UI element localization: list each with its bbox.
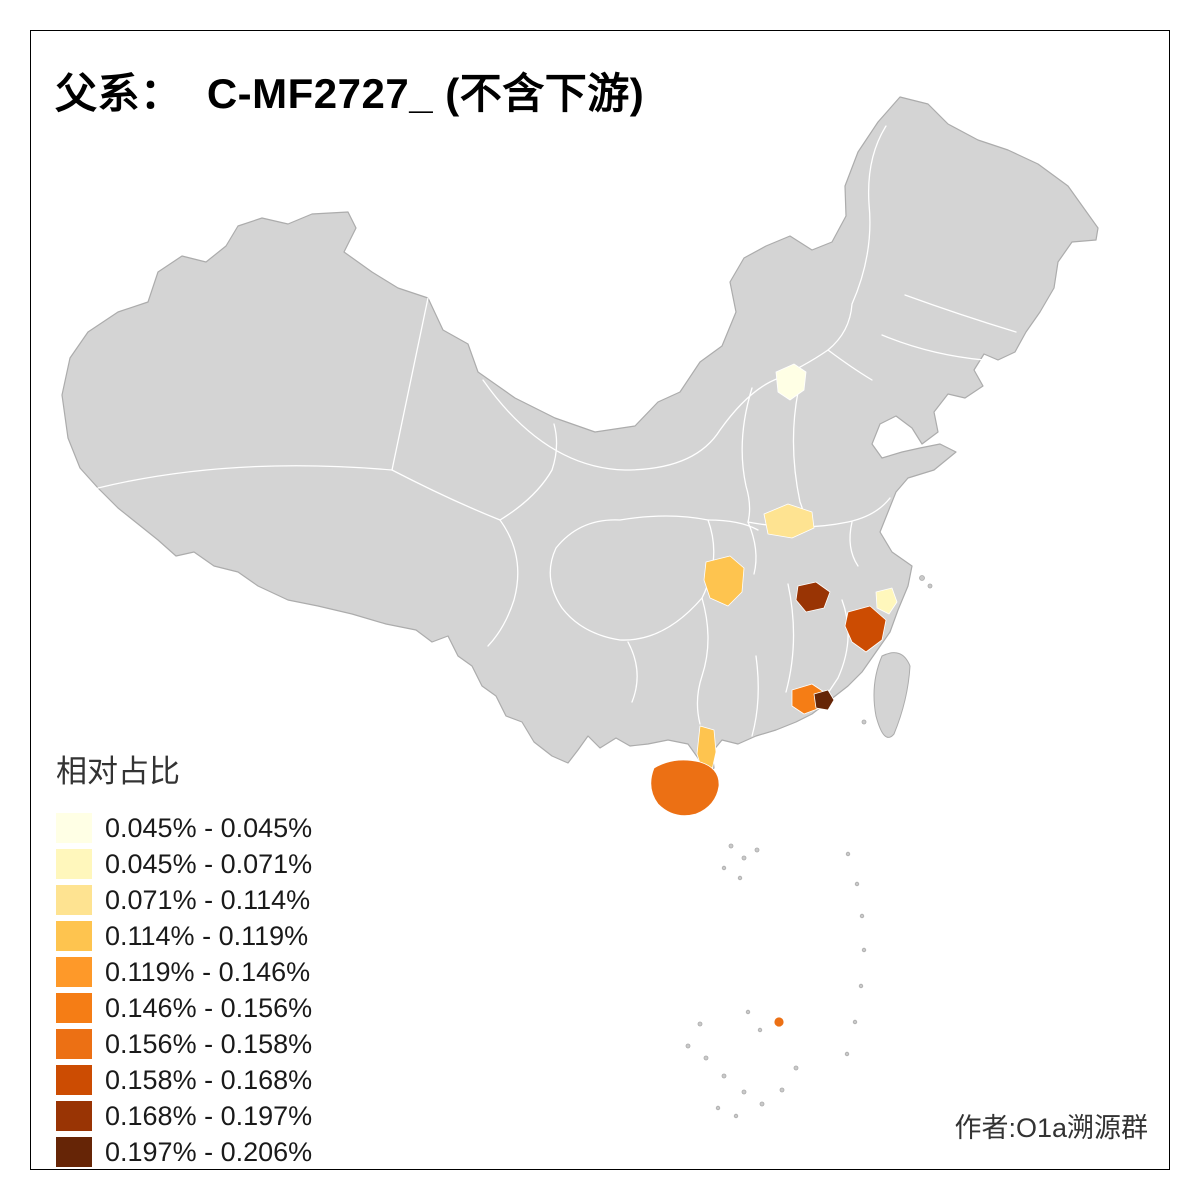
province-borders [97, 125, 1017, 737]
legend-label: 0.146% - 0.156% [105, 992, 313, 1023]
highlight-region-6 [844, 605, 887, 653]
legend-item: 0.119% - 0.146% [56, 957, 312, 987]
highlight-region-10 [650, 759, 720, 817]
highlight-regions [650, 363, 898, 1028]
highlight-region-1 [775, 363, 807, 401]
legend-label: 0.071% - 0.114% [105, 884, 311, 915]
legend-swatch [56, 957, 92, 987]
legend: 相对占比 0.045% - 0.045% 0.045% - 0.071% 0.0… [56, 746, 312, 1173]
legend-swatch [56, 885, 92, 915]
legend-item: 0.197% - 0.206% [56, 1137, 312, 1167]
legend-item: 0.045% - 0.045% [56, 813, 312, 843]
highlight-region-5 [875, 587, 898, 615]
highlight-region-8 [813, 689, 835, 711]
legend-label: 0.045% - 0.045% [105, 812, 313, 843]
legend-label: 0.045% - 0.071% [105, 848, 313, 879]
legend-swatch [56, 921, 92, 951]
map-title: 父系： C-MF2727_ (不含下游) [55, 70, 645, 117]
legend-swatch [56, 993, 92, 1023]
highlight-region-11 [773, 1016, 785, 1028]
legend-swatch [56, 1137, 92, 1167]
legend-swatch [56, 813, 92, 843]
legend-item: 0.114% - 0.119% [56, 921, 312, 951]
legend-title: 相对占比 [56, 754, 180, 789]
legend-label: 0.114% - 0.119% [105, 920, 309, 951]
legend-label: 0.158% - 0.168% [105, 1064, 313, 1095]
legend-swatch [56, 1065, 92, 1095]
highlight-region-3 [703, 555, 745, 607]
legend-label: 0.156% - 0.158% [105, 1028, 313, 1059]
legend-label: 0.119% - 0.146% [105, 956, 311, 987]
legend-item: 0.146% - 0.156% [56, 993, 312, 1023]
legend-label: 0.197% - 0.206% [105, 1136, 313, 1167]
legend-swatch [56, 849, 92, 879]
legend-item: 0.158% - 0.168% [56, 1065, 312, 1095]
taiwan-island [873, 652, 911, 738]
legend-item: 0.156% - 0.158% [56, 1029, 312, 1059]
legend-item: 0.168% - 0.197% [56, 1101, 312, 1131]
highlight-region-2 [763, 503, 815, 539]
attribution: 作者:O1a溯源群 [954, 1113, 1148, 1143]
sea-islands [685, 575, 933, 1119]
highlight-region-4 [795, 581, 831, 613]
china-mainland [61, 96, 1099, 775]
legend-item: 0.071% - 0.114% [56, 885, 312, 915]
legend-swatch [56, 1101, 92, 1131]
legend-label: 0.168% - 0.197% [105, 1100, 313, 1131]
legend-item: 0.045% - 0.071% [56, 849, 312, 879]
legend-swatch [56, 1029, 92, 1059]
